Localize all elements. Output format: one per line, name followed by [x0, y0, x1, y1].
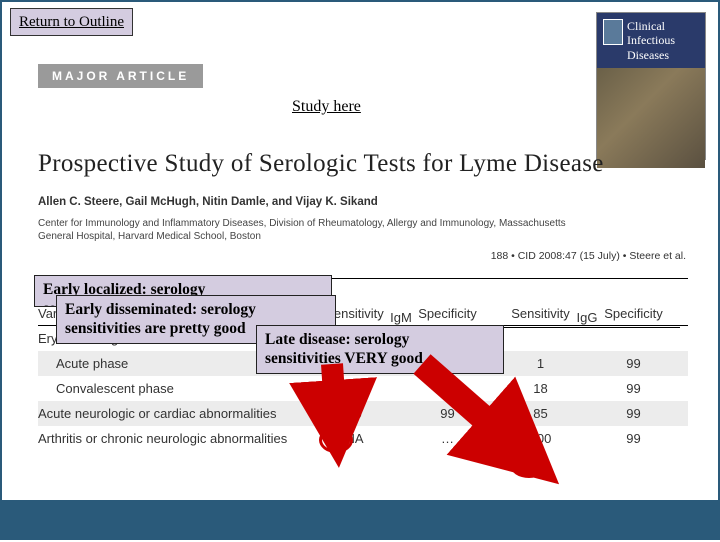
journal-title-line2: Infectious	[627, 33, 675, 47]
journal-badge-icon	[603, 19, 623, 45]
citation-prefix: 188 • CID 2008:47 (15 July) •	[491, 250, 627, 262]
row-value: 99	[587, 431, 680, 446]
row-label: Acute neurologic or cardiac abnormalitie…	[38, 406, 308, 421]
row-value: NA	[308, 431, 401, 446]
citation: 188 • CID 2008:47 (15 July) • Steere et …	[491, 250, 686, 262]
slide-frame: Return to Outline MAJOR ARTICLE Study he…	[0, 0, 720, 540]
affiliation: Center for Immunology and Inflammatory D…	[38, 217, 578, 243]
journal-title-line3: Diseases	[627, 48, 675, 62]
row-label: Arthritis or chronic neurologic abnormal…	[38, 431, 308, 446]
journal-title-line1: Clinical	[627, 19, 675, 33]
callout-late-disease: Late disease: serology sensitivities VER…	[256, 325, 504, 374]
row-value: 99	[401, 381, 494, 396]
group-igg-label: IgG	[494, 310, 680, 328]
study-here-link[interactable]: Study here	[292, 98, 361, 116]
table-row: Arthritis or chronic neurologic abnormal…	[38, 426, 688, 451]
callout3-line2: sensitivities VERY good	[265, 350, 423, 367]
highlight-circle	[510, 452, 548, 478]
row-value: 99	[587, 406, 680, 421]
row-value: 1	[494, 356, 587, 371]
col-group-igg: IgG Sensitivity Specificity	[494, 306, 680, 321]
journal-cover-image	[597, 68, 705, 168]
table-row: Acute neurologic or cardiac abnormalitie…	[38, 401, 688, 426]
major-article-badge: MAJOR ARTICLE	[38, 64, 203, 88]
table-row: Convalescent phase59991899	[38, 376, 688, 401]
paper-title: Prospective Study of Serologic Tests for…	[38, 150, 604, 178]
callout3-line1: Late disease: serology	[265, 331, 409, 348]
callout2-line1: Early disseminated: serology	[65, 301, 256, 318]
row-value: 100	[494, 431, 587, 446]
return-label-line1: Return to Outline	[19, 14, 124, 30]
return-to-outline-button[interactable]: Return to Outline	[10, 8, 133, 36]
row-value: 18	[494, 381, 587, 396]
citation-suffix: Steere et al.	[629, 250, 686, 262]
journal-title: Clinical Infectious Diseases	[627, 19, 675, 62]
row-value: 99	[587, 356, 680, 371]
row-value: 85	[308, 406, 401, 421]
row-value: 85	[494, 406, 587, 421]
row-label: Convalescent phase	[38, 381, 308, 396]
bottom-bar	[2, 500, 718, 538]
authors: Allen C. Steere, Gail McHugh, Nitin Daml…	[38, 196, 378, 208]
row-value: 59	[308, 381, 401, 396]
callout2-line2: sensitivities are pretty good	[65, 320, 246, 337]
row-value: …	[401, 431, 494, 446]
journal-header: Clinical Infectious Diseases	[597, 13, 705, 68]
journal-cover: Clinical Infectious Diseases	[596, 12, 706, 160]
row-value: 99	[587, 381, 680, 396]
row-value: 99	[401, 406, 494, 421]
